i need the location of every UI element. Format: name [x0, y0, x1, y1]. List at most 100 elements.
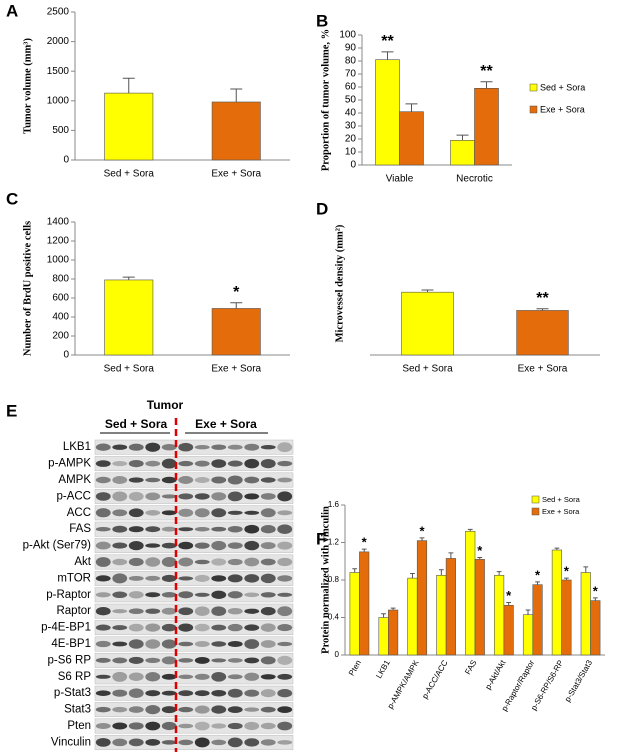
blot-band: [112, 657, 128, 664]
blot-row-label: Vinculin: [51, 736, 91, 748]
y-tick-label: 2500: [47, 7, 70, 18]
blot-band: [277, 541, 293, 550]
blot-band: [178, 706, 194, 713]
blot-strip: [94, 620, 294, 636]
blot-band: [227, 674, 243, 680]
error-bar: [477, 557, 483, 560]
blot-band: [277, 624, 293, 632]
blot-band: [211, 540, 227, 551]
blot-strip: [94, 439, 294, 455]
blot-band: [161, 740, 177, 745]
bar: [436, 575, 447, 656]
blot-strip: [94, 554, 294, 570]
bar: [407, 577, 418, 656]
blot-band: [277, 575, 293, 582]
blot-band: [227, 722, 243, 730]
blot-band: [161, 574, 177, 582]
bar: [494, 575, 505, 656]
blot-band: [112, 671, 128, 682]
blot-band: [178, 641, 194, 647]
blot-band: [194, 690, 210, 697]
blot-strip: [94, 505, 294, 521]
blot-row-label: Akt: [74, 556, 91, 568]
error-bar: [506, 602, 512, 606]
blot-band: [227, 623, 243, 632]
y-tick-label: 70: [345, 69, 357, 80]
blot-band: [227, 574, 243, 583]
bar: [532, 584, 543, 656]
blot-band: [227, 525, 243, 533]
blot-band: [260, 656, 276, 665]
blot-band: [112, 444, 128, 450]
bar: [551, 549, 562, 656]
blot-band: [95, 640, 111, 648]
blot-row-label: 4E-BP1: [51, 638, 91, 650]
significance: *: [593, 583, 599, 598]
y-tick-label: 600: [52, 293, 69, 304]
y-tick-label: 800: [52, 274, 69, 285]
x-tick-label: Sed + Sora: [402, 364, 453, 375]
blot-band: [178, 591, 194, 599]
error-bar: [390, 607, 396, 610]
significance: *: [233, 284, 240, 301]
blot-title: Tumor: [147, 398, 184, 412]
blot-band: [112, 476, 128, 484]
bar: [401, 291, 454, 356]
blot-band: [178, 476, 194, 484]
blot-band: [194, 656, 210, 664]
y-tick-label: 90: [345, 43, 357, 54]
blot-band: [227, 475, 243, 485]
blot-band: [244, 624, 260, 631]
bar: [465, 530, 476, 656]
blot-band: [145, 442, 161, 452]
blot-row-label: p-Akt (Ser79): [23, 540, 92, 552]
blot-band: [244, 707, 260, 712]
blot-band: [211, 641, 227, 647]
x-tick-label: Necrotic: [456, 174, 493, 185]
error-bar: [525, 609, 531, 615]
bar: [375, 59, 400, 166]
blot-band: [128, 672, 144, 682]
blot-band: [244, 721, 260, 731]
blot-band: [178, 557, 194, 567]
blot-band: [194, 673, 210, 680]
blot-band: [95, 527, 111, 532]
blot-band: [194, 705, 210, 714]
blot-band: [112, 689, 128, 697]
blot-band: [277, 688, 293, 698]
blot-band: [244, 738, 260, 747]
y-axis-label: Proportion of tumor volume, %: [320, 29, 331, 171]
blot-row-label: FAS: [69, 523, 91, 535]
blot-band: [178, 508, 194, 517]
y-tick-label: 60: [345, 82, 357, 93]
blot-band: [112, 591, 128, 599]
blot-band: [244, 476, 260, 484]
blot-band: [211, 624, 227, 631]
blot-group: Exe + Sora: [195, 417, 257, 431]
bar: [211, 101, 261, 161]
significance: **: [536, 290, 549, 307]
x-tick-label: p-ACC/ACC: [420, 658, 449, 700]
blot-band: [277, 557, 293, 567]
x-tick-label: Exe + Sora: [211, 364, 261, 375]
blot-band: [277, 510, 293, 516]
y-tick-label: 1200: [47, 236, 70, 247]
blot-band: [194, 508, 210, 518]
blot-band: [211, 671, 227, 682]
blot-band: [161, 443, 177, 451]
blot-band: [112, 525, 128, 533]
blot-band: [211, 526, 227, 532]
blot-band: [145, 739, 161, 746]
blot-band: [211, 459, 227, 468]
blot-band: [211, 590, 227, 600]
blot-band: [227, 542, 243, 549]
y-tick-label: 0: [63, 350, 69, 361]
legend-swatch: [529, 83, 538, 92]
error-bar: [456, 134, 469, 141]
blot-band: [260, 739, 276, 746]
blot-band: [260, 722, 276, 730]
blot-band: [227, 491, 243, 502]
blot-band: [260, 607, 276, 616]
blot-band: [128, 591, 144, 599]
blot-band: [277, 460, 293, 467]
